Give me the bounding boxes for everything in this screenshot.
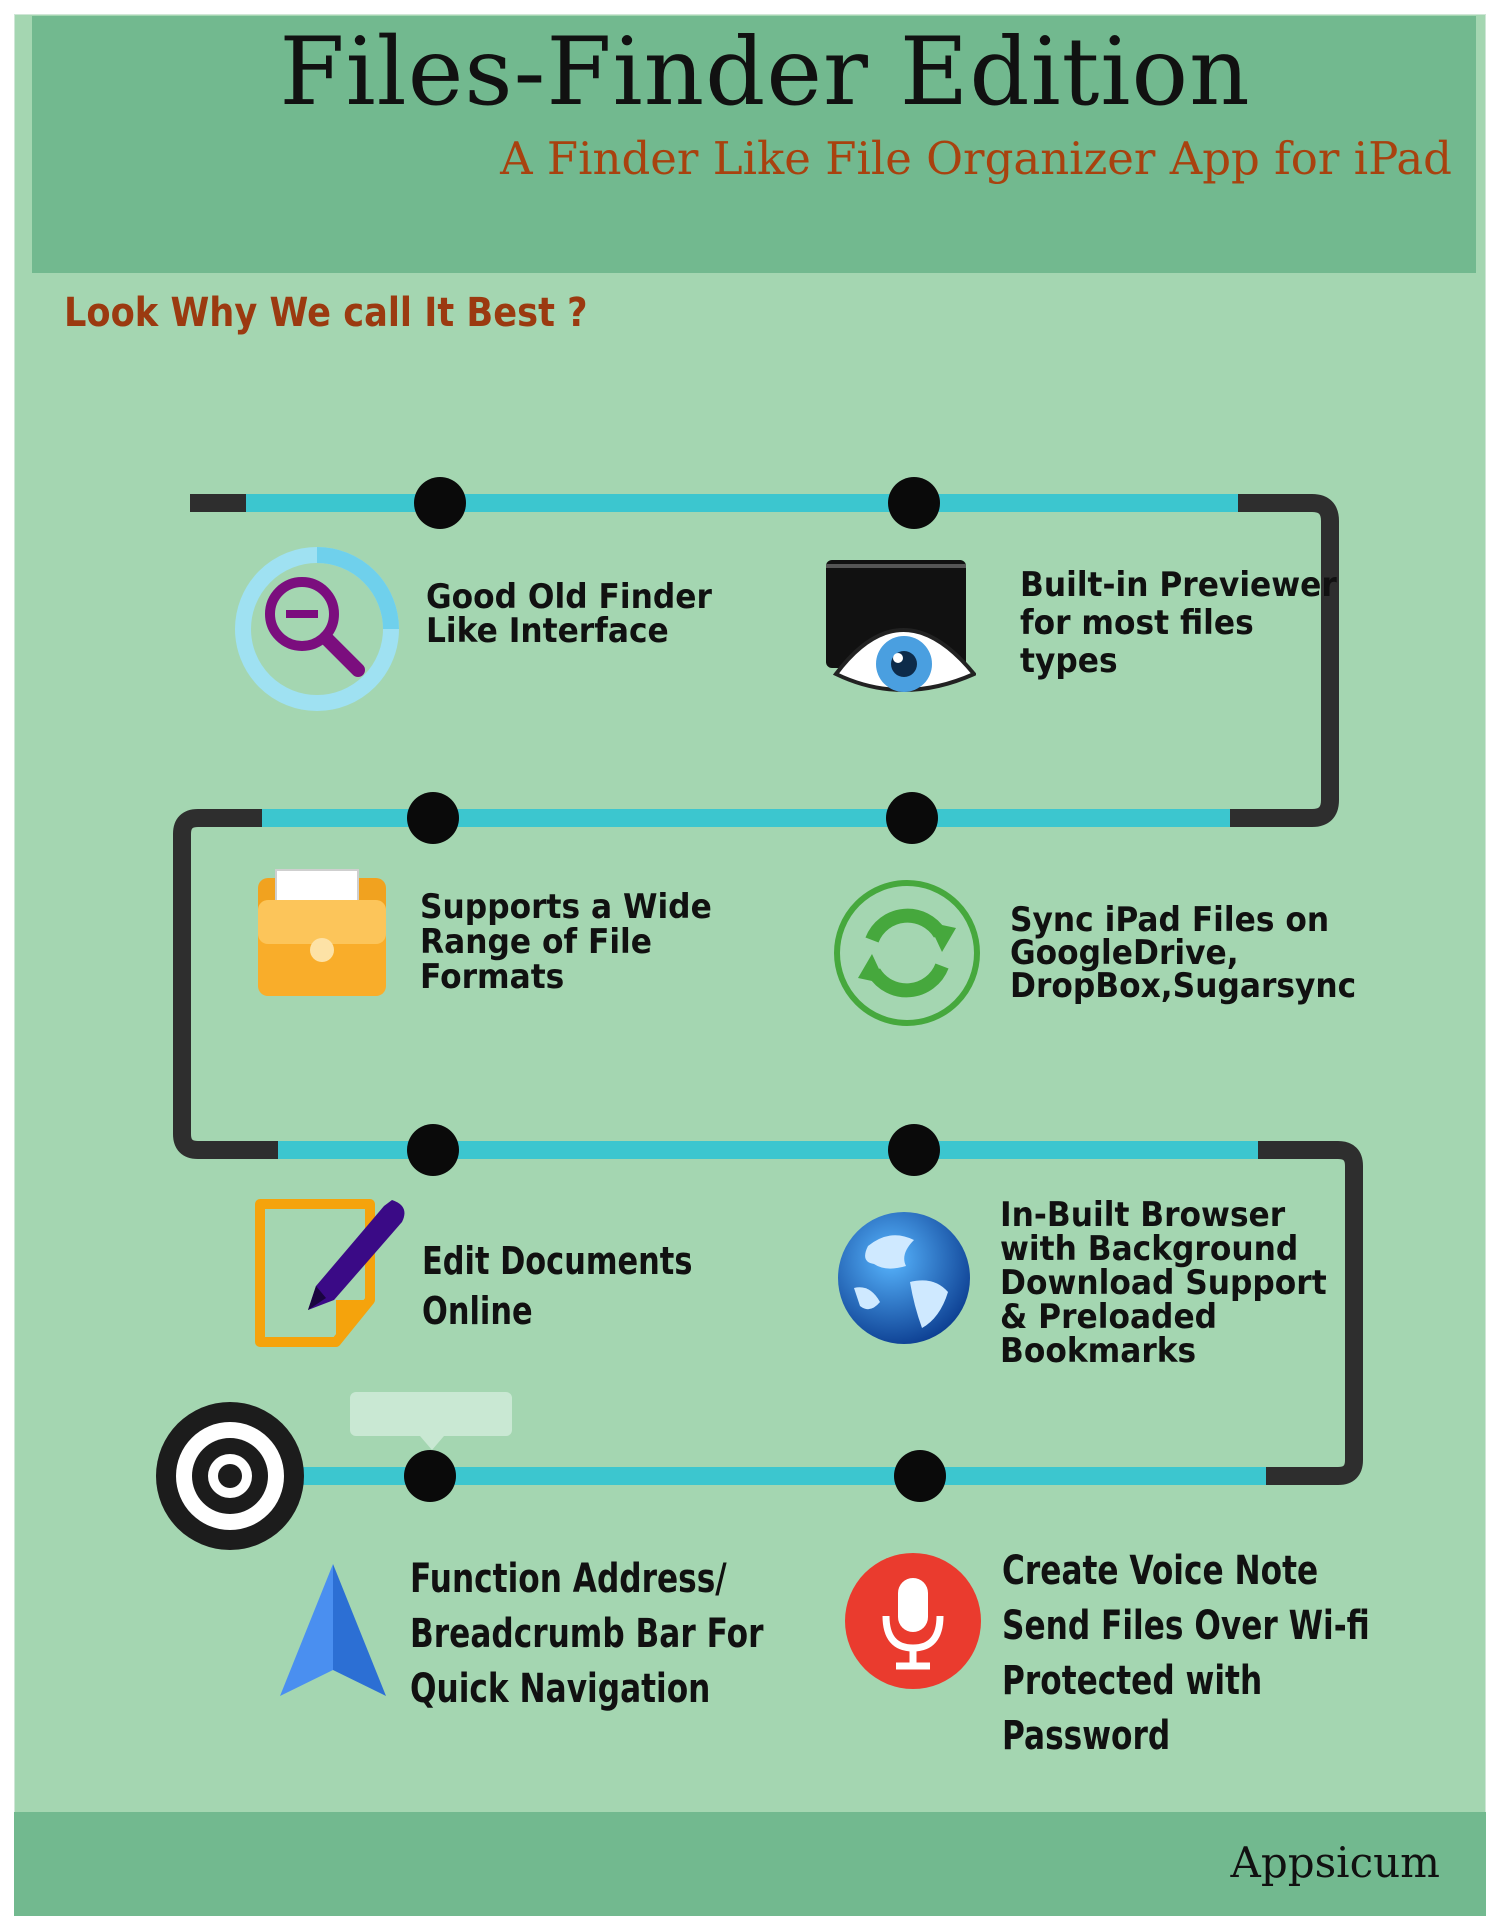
folder-icon — [258, 869, 386, 996]
speech-bubble-icon — [350, 1392, 512, 1450]
feature-label-finder: Good Old Finder Like Interface — [426, 577, 712, 651]
feature-label-edit-docs: Edit Documents Online — [422, 1239, 693, 1333]
feature-label-breadcrumb: Function Address/ Breadcrumb Bar For Qui… — [410, 1556, 764, 1712]
page-subtitle: A Finder Like File Organizer App for iPa… — [500, 132, 1452, 185]
feature-label-previewer: Built-in Previewer for most files types — [1020, 565, 1337, 681]
feature-label-file-formats: Supports a Wide Range of File Formats — [420, 887, 712, 997]
eye-icon — [826, 560, 976, 692]
globe-icon — [838, 1212, 970, 1344]
feature-label-voice-note: Create Voice Note Send Files Over Wi-fi … — [1002, 1548, 1370, 1759]
feature-label-browser: In-Built Browser with Background Downloa… — [1000, 1195, 1327, 1371]
target-icon — [156, 1402, 304, 1550]
feature-label-sync: Sync iPad Files on GoogleDrive, DropBox,… — [1010, 900, 1357, 1006]
navigation-arrow-icon — [280, 1564, 386, 1696]
microphone-icon — [845, 1553, 981, 1689]
magnifier-icon — [235, 547, 399, 711]
section-heading: Look Why We call It Best ? — [64, 290, 588, 336]
brand-label: Appsicum — [1230, 1838, 1441, 1887]
header-band — [32, 16, 1476, 273]
track-nodes — [404, 477, 946, 1502]
footer-band — [14, 1812, 1486, 1916]
edit-document-icon — [255, 1199, 405, 1347]
page-title: Files-Finder Edition — [279, 18, 1251, 127]
sync-icon — [834, 880, 980, 1026]
